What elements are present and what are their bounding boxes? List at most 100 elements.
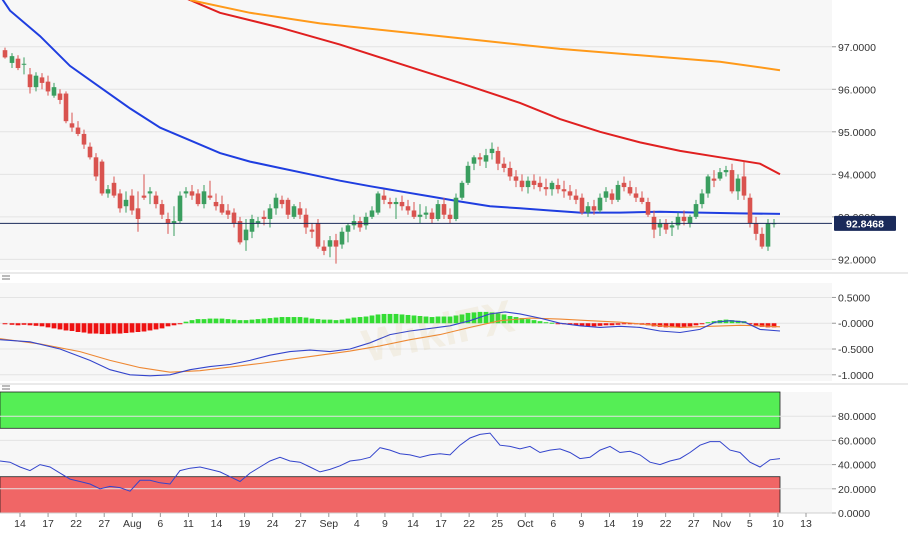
candle [69, 112, 75, 132]
macd-histogram-bar [267, 318, 273, 324]
macd-histogram-bar [309, 318, 315, 324]
time-tick-label: 22 [463, 518, 475, 530]
macd-histogram-bar [339, 319, 345, 324]
oversold-zone [0, 476, 781, 514]
macd-histogram-bar [693, 323, 699, 326]
macd-histogram-bar [129, 323, 135, 333]
macd-histogram-bar [687, 323, 693, 327]
time-tick-label: 25 [491, 518, 503, 530]
candle [243, 218, 249, 251]
macd-histogram-bar [81, 323, 87, 333]
macd-histogram-bar [345, 318, 351, 324]
time-tick-label: 4 [354, 518, 360, 530]
macd-tick-label: -0.0000 [838, 318, 874, 330]
price-panel-background [0, 0, 832, 270]
macd-histogram-bar [747, 323, 753, 325]
macd-histogram-bar [171, 323, 177, 326]
candle [207, 180, 213, 200]
candle [213, 193, 219, 211]
macd-histogram-bar [699, 323, 705, 325]
macd-histogram-bar [591, 323, 597, 327]
candle [693, 199, 699, 219]
macd-histogram-bar [759, 323, 765, 327]
candle [333, 233, 339, 264]
time-tick-label: 6 [157, 518, 163, 530]
macd-histogram-bar [603, 323, 609, 326]
candle [609, 189, 615, 205]
time-tick-label: 9 [579, 518, 585, 530]
candle [477, 153, 483, 166]
sma-slow-line [189, 0, 781, 72]
macd-panel[interactable]: 0.5000 -0.0000 -0.5000 -1.0000 [0, 283, 874, 382]
macd-histogram-bar [549, 322, 555, 324]
macd-histogram-bar [45, 323, 51, 328]
candle [471, 155, 477, 171]
macd-histogram-bar [165, 323, 171, 327]
candle [399, 195, 405, 211]
macd-histogram-bar [423, 316, 429, 324]
macd-histogram-bar [141, 323, 147, 332]
candle [159, 199, 165, 219]
time-tick-label: Aug [123, 518, 142, 530]
time-tick-label: 19 [239, 518, 251, 530]
candle [675, 212, 681, 230]
candle [585, 201, 591, 217]
macd-histogram-bar [9, 323, 15, 325]
macd-histogram-bar [237, 320, 243, 324]
candle [93, 153, 99, 181]
macd-histogram-bar [303, 317, 309, 324]
macd-histogram-bar [525, 319, 531, 324]
macd-histogram-bar [669, 323, 675, 328]
macd-histogram-bar [195, 319, 201, 324]
candle [483, 148, 489, 168]
macd-histogram-bar [381, 313, 387, 324]
macd-histogram-bar [69, 323, 75, 331]
macd-histogram-bar [183, 321, 189, 324]
time-tick-label: 14 [604, 518, 616, 530]
macd-histogram-bar [615, 323, 621, 325]
rsi-tick-label: 0.0000 [838, 508, 870, 520]
candle [579, 193, 585, 215]
price-panel[interactable]: 92.000093.000094.000095.000096.000097.00… [0, 0, 896, 270]
macd-histogram [2, 311, 777, 335]
candle [21, 57, 27, 75]
candle [501, 157, 507, 173]
time-axis: 14 17 22 27 Aug 6 11 14 19 24 27 Sep 4 9 14 17 22 25 Oct 6 9… [14, 513, 812, 530]
macd-signal-line [0, 317, 781, 373]
sma-fast-line [1, 0, 781, 215]
candle [279, 195, 285, 209]
candle [543, 178, 549, 196]
macd-histogram-bar [705, 322, 711, 324]
price-tick-label: 92.0000 [838, 254, 876, 266]
candle [513, 170, 519, 188]
panel-divider-handle[interactable] [0, 272, 908, 280]
panel-divider-handle[interactable] [0, 383, 908, 390]
candle [33, 72, 39, 92]
macd-histogram-bar [435, 316, 441, 324]
macd-histogram-bar [99, 323, 105, 335]
candle [189, 184, 195, 200]
candle [297, 201, 303, 219]
macd-histogram-bar [243, 320, 249, 324]
time-tick-label: 6 [550, 518, 556, 530]
macd-histogram-bar [627, 323, 633, 325]
macd-histogram-bar [315, 319, 321, 324]
macd-histogram-bar [585, 323, 591, 327]
macd-histogram-bar [291, 317, 297, 324]
candle [627, 180, 633, 196]
rsi-panel[interactable]: 80.0000 60.0000 40.0000 20.0000 0.0000 [0, 391, 876, 520]
macd-histogram-bar [279, 317, 285, 324]
macd-histogram-bar [483, 311, 489, 324]
price-axis: 92.000093.000094.000095.000096.000097.00… [832, 42, 876, 266]
macd-histogram-bar [363, 316, 369, 324]
candle [549, 180, 555, 196]
price-tick-label: 97.0000 [838, 42, 876, 54]
macd-histogram-bar [2, 323, 8, 325]
macd-histogram-bar [57, 323, 63, 330]
candle [177, 191, 183, 224]
candle [645, 197, 651, 217]
candle [429, 208, 435, 224]
candle [441, 197, 447, 219]
candle [393, 197, 399, 219]
